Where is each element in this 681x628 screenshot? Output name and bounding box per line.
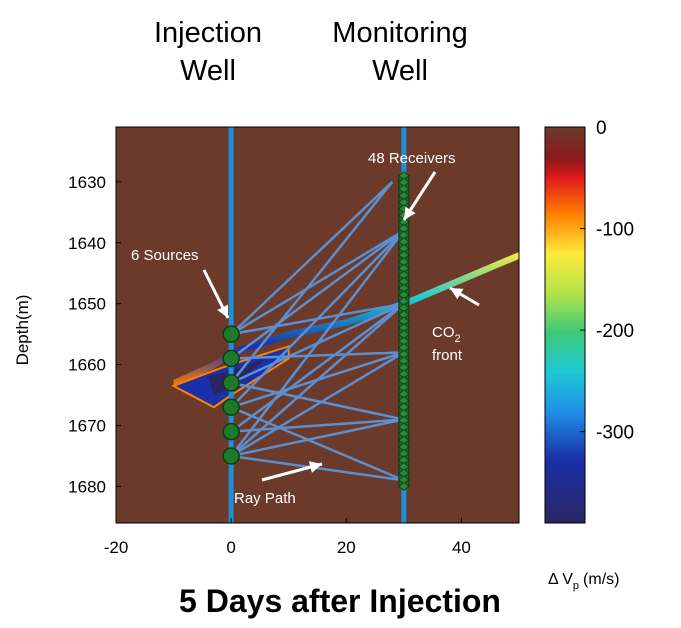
co2-front-arrow-head [450,288,464,300]
colorbar-tick-label: -100 [596,220,634,241]
colorbar-tick-label: -200 [596,321,634,342]
source-marker [222,349,240,368]
plot-frame [115,126,520,524]
ray-path [230,229,405,409]
x-tick-label: 40 [452,538,471,557]
receivers-arrow [402,171,437,221]
monitoring-well-header-line1: Monitoring [332,17,467,49]
source-marker [222,422,240,441]
ray-path [230,381,405,421]
ray-path-arrow-head [308,461,322,473]
y-axis-label: Depth(m) [13,295,32,366]
injection-well-header-line2: Well [180,55,236,87]
ray-path [230,302,405,433]
co2-front-annotation: front [432,347,463,364]
monitoring-well-header-line2: Well [372,55,428,87]
colorbar-label-sub: p [573,580,579,592]
source-marker [222,374,240,392]
ray-path [230,454,405,482]
ray-path [230,229,405,360]
colorbar: 0 -100 -200 -300 Δ Vp (m/s) [544,118,634,592]
colorbar-label-delta: Δ V [548,571,573,588]
y-tick-label: 1630 [68,173,106,192]
ray-path [231,351,404,360]
ray-path [230,180,394,336]
x-axis: -20 0 20 40 [104,518,471,557]
receivers-annotation: 48 Receivers [368,150,456,167]
y-tick-label: 1680 [68,477,106,496]
source-marker [222,325,240,343]
ray-path [230,229,405,336]
x-tick-label: 0 [226,538,235,557]
arrows-layer [202,171,480,482]
figure-title: 5 Days after Injection [179,583,501,619]
sources-arrow-head [217,304,228,318]
colorbar-label-unit: (m/s) [583,571,619,588]
co2-label: CO [432,324,455,341]
receiver-marker [398,481,410,491]
source-marker [222,447,240,465]
ray-path [230,302,405,457]
x-tick-label: 20 [337,538,356,557]
sources-annotation: 6 Sources [131,247,199,264]
ray-path-arrow [261,461,323,482]
colorbar-gradient [544,126,586,524]
receivers-arrow-head [404,206,416,220]
source-marker [222,398,240,416]
y-tick-label: 1640 [68,234,106,253]
ray-path [230,181,394,384]
colorbar-tick-label: -300 [596,423,634,444]
ray-path [230,229,405,457]
receivers-layer [398,171,410,491]
ray-path [230,351,405,458]
co2-front-band [173,251,519,387]
y-tick-label: 1660 [68,356,106,375]
ray-path [230,418,405,458]
colorbar-tick-label: 0 [596,118,607,139]
co2-front-arrow [449,286,480,307]
injection-well-header-line1: Injection [154,17,262,49]
plot-area [115,126,520,524]
ray-paths-layer [230,180,405,482]
co2-subscript: 2 [455,333,461,345]
sources-arrow [202,269,230,319]
colorbar-label: Δ Vp (m/s) [548,571,619,592]
x-tick-label: -20 [104,538,129,557]
y-tick-label: 1670 [68,417,106,436]
y-tick-label: 1650 [68,295,106,314]
ray-path-annotation: Ray Path [234,490,296,507]
sources-layer [222,325,240,465]
y-axis: 1630 1640 1650 1660 1670 1680 [68,173,121,496]
colorbar-ticks: 0 -100 -200 -300 [580,118,634,444]
co2-annotation: CO2 [432,324,461,345]
plot-background [115,126,520,524]
